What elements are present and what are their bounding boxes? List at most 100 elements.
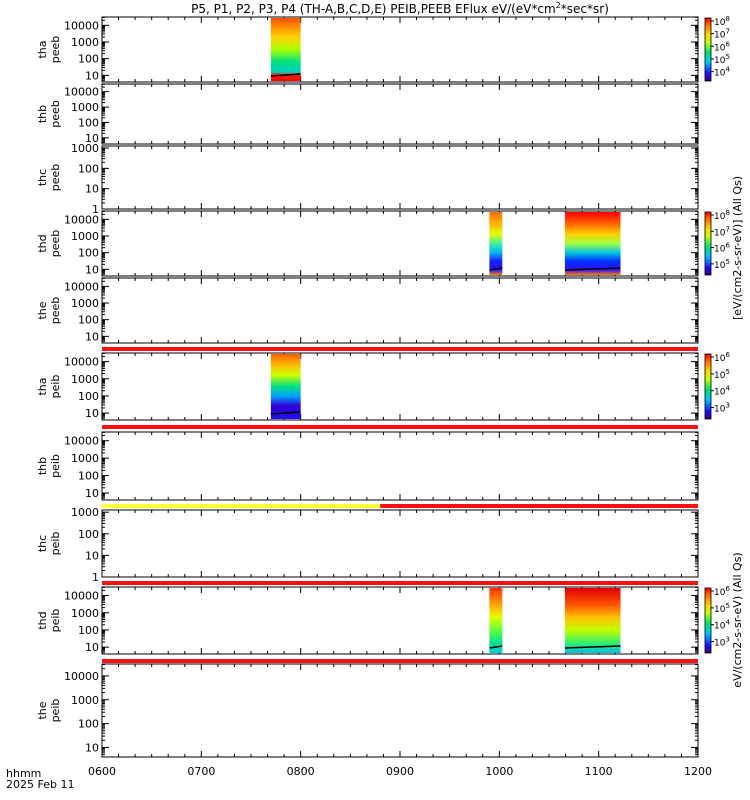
y-tick-label: 1000	[71, 230, 99, 243]
panel-ylabel-probe: thb	[36, 105, 49, 123]
colorbar-tick-label: 106	[714, 40, 730, 53]
y-tick-label: 10	[85, 641, 99, 654]
panel-ylabel-instrument: peib	[49, 699, 62, 723]
colorbar-tick-exponent: 6	[725, 585, 730, 593]
spectrogram-block-tha-peib-0	[270, 354, 301, 419]
status-bar-thc-peib-red	[102, 581, 698, 585]
colorbar-tick-label: 105	[714, 53, 730, 66]
y-tick-label: 1000	[71, 506, 99, 519]
y-tick-label: 10	[85, 407, 99, 420]
x-tick-label: 0600	[88, 765, 116, 778]
colorbar-tick-exponent: 5	[725, 368, 729, 376]
panel-frame	[101, 145, 699, 210]
status-bar-thd-peib-red	[102, 659, 698, 663]
colorbar-tick-label: 108	[714, 209, 730, 222]
spacecraft-potential-line	[564, 645, 621, 649]
colorbar-tick-exponent: 6	[725, 351, 730, 359]
y-tick-label: 10000	[64, 86, 99, 99]
colorbar-tick-label: 105	[714, 602, 730, 615]
status-bars-layer	[102, 347, 698, 663]
x-tick-label: 1000	[485, 765, 513, 778]
panel-ylabel-probe: the	[36, 301, 49, 319]
colorbar-tick-exponent: 6	[725, 40, 730, 48]
y-tick-label: 1000	[71, 36, 99, 49]
panel-ylabel-instrument: peib	[49, 609, 62, 633]
panel-the-peeb: 10000 1000 100 10 the peeb	[36, 277, 699, 344]
colorbar-thd-peib	[704, 587, 712, 654]
colorbar-tick-exponent: 7	[725, 28, 729, 36]
chart-title: P5, P1, P2, P3, P4 (TH-A,B,C,D,E) PEIB,P…	[191, 1, 609, 16]
panel-ylabel-probe: thc	[36, 169, 49, 186]
panel-the-peib: 10000 1000 100 10 the peib	[36, 663, 699, 758]
panel-thb-peeb: 10000 1000 100 10 thb peeb	[36, 83, 699, 145]
y-tick-label: 10	[85, 132, 99, 145]
x-tick-labels: 0600 0700 0800 0900 1000 1100 1200	[88, 765, 712, 778]
colorbar-tick-label: 104	[714, 619, 730, 632]
panel-frame	[101, 16, 699, 83]
panel-frame	[101, 509, 699, 578]
panel-thc-peib: 1000 100 10 1 thc peib	[36, 506, 699, 584]
x-axis-date-label: 2025 Feb 11	[6, 778, 74, 791]
y-tick-label: 10000	[64, 435, 99, 448]
colorbar-tick-label: 105	[714, 258, 730, 271]
y-tick-label: 1000	[71, 101, 99, 114]
y-tick-label: 1000	[71, 607, 99, 620]
y-tick-label: 10	[85, 183, 99, 196]
y-tick-label: 1000	[71, 142, 99, 155]
panel-frame	[101, 83, 699, 145]
panel-ylabel-instrument: peeb	[49, 164, 62, 192]
y-tick-label: 10	[85, 741, 99, 754]
y-tick-label: 10000	[64, 19, 99, 32]
y-tick-label: 10000	[64, 670, 99, 683]
panel-ylabel-instrument: peeb	[49, 36, 62, 64]
y-tick-label: 100	[78, 162, 99, 175]
y-tick-label: 100	[78, 470, 99, 483]
colorbar-tick-exponent: 4	[725, 385, 730, 393]
spectrogram-block-thd-peeb-0	[489, 212, 503, 275]
x-tick-label: 1200	[684, 765, 712, 778]
x-tick-label: 0700	[187, 765, 215, 778]
panel-ylabel-instrument: peeb	[49, 297, 62, 325]
x-axis-label: hhmm	[6, 767, 41, 780]
panel-frame	[101, 277, 699, 344]
colorbar-title-peib: eV/(cm2-s-sr-eV) (All Qs)	[731, 552, 744, 687]
colorbar-tha-peeb	[704, 17, 712, 82]
y-tick-label: 1	[92, 203, 99, 216]
y-tick-label: 100	[78, 116, 99, 129]
y-tick-label: 100	[78, 314, 99, 327]
spacecraft-potential-line	[564, 267, 621, 271]
panel-ylabel-probe: tha	[36, 40, 49, 58]
colorbar-tick-label: 106	[714, 585, 730, 598]
status-bar-tha-peib-red	[102, 425, 698, 429]
x-tick-label: 0900	[386, 765, 414, 778]
panel-ylabel-instrument: peeb	[49, 230, 62, 258]
panel-ylabel-probe: thb	[36, 457, 49, 475]
status-bar-the-peeb-red	[102, 347, 698, 351]
spectrogram-block-thd-peeb-1	[564, 212, 621, 275]
y-tick-label: 100	[78, 390, 99, 403]
spacecraft-potential-line	[489, 267, 503, 271]
colorbar-tick-exponent: 4	[725, 619, 730, 627]
colorbar-tick-exponent: 4	[725, 66, 730, 74]
y-tick-label: 1	[92, 571, 99, 584]
y-tick-label: 1000	[71, 373, 99, 386]
colorbar-tick-exponent: 8	[725, 209, 729, 217]
spacecraft-potential-line	[270, 411, 301, 415]
colorbar-tick-exponent: 5	[725, 53, 729, 61]
panel-tha-peib: 10000 1000 100 10 tha peib	[36, 352, 699, 421]
colorbar-tick-exponent: 5	[725, 258, 729, 266]
panel-thb-peib: 10000 1000 100 10 thb peib	[36, 431, 699, 501]
y-tick-label: 1000	[71, 297, 99, 310]
colorbar-tick-exponent: 8	[725, 15, 729, 23]
y-tick-label: 100	[78, 528, 99, 541]
panel-frame	[101, 431, 699, 501]
panel-thc-peeb: 1000 100 10 1 thc peeb	[36, 142, 699, 216]
y-tick-label: 100	[78, 624, 99, 637]
y-tick-label: 10000	[64, 280, 99, 293]
panel-frame	[101, 663, 699, 758]
y-tick-label: 10000	[64, 213, 99, 226]
status-bar-thb-peib-red	[380, 504, 698, 508]
colorbar-title-peeb: [eV/(cm2-s-sr-eV)] (All Qs)	[731, 176, 744, 320]
colorbar-tick-exponent: 3	[725, 636, 729, 644]
